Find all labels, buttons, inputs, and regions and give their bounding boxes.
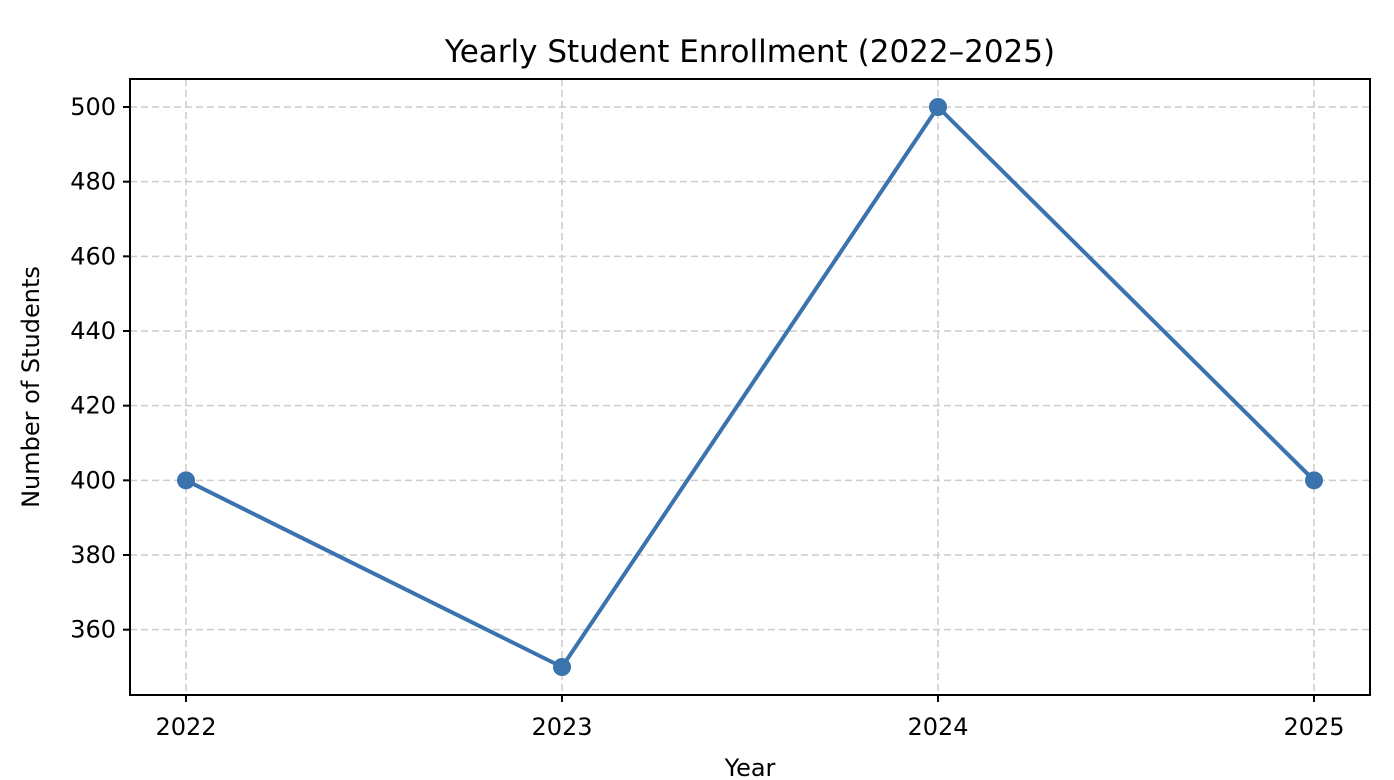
- grid: [130, 79, 1370, 695]
- axes: 2022 2023 2024 2025 360 380 400 420 440 460 480 500: [70, 93, 1344, 741]
- x-tick-label: 2024: [907, 713, 968, 741]
- y-tick-label: 360: [70, 616, 116, 644]
- data-point-2025: [1305, 471, 1323, 490]
- plot-frame: [129, 78, 1371, 696]
- y-tick-label: 420: [70, 392, 116, 420]
- y-tick-label: 380: [70, 541, 116, 569]
- series-layer: [177, 98, 1323, 676]
- data-point-2022: [177, 471, 195, 490]
- y-tick-label: 440: [70, 317, 116, 345]
- x-axis-label: Year: [724, 754, 776, 780]
- x-tick-label: 2025: [1283, 713, 1344, 741]
- series-line: [184, 105, 1316, 669]
- data-point-2024: [929, 98, 947, 116]
- y-tick-label: 480: [70, 168, 116, 196]
- x-tick-label: 2022: [155, 713, 216, 741]
- y-axis-label: Number of Students: [17, 266, 45, 508]
- y-tick-label: 460: [70, 242, 116, 270]
- y-tick-label: 400: [70, 466, 116, 494]
- data-point-2023: [553, 658, 571, 676]
- y-tick-label: 500: [70, 93, 116, 121]
- x-tick-label: 2023: [531, 713, 592, 741]
- chart-title: Yearly Student Enrollment (2022–2025): [444, 34, 1055, 70]
